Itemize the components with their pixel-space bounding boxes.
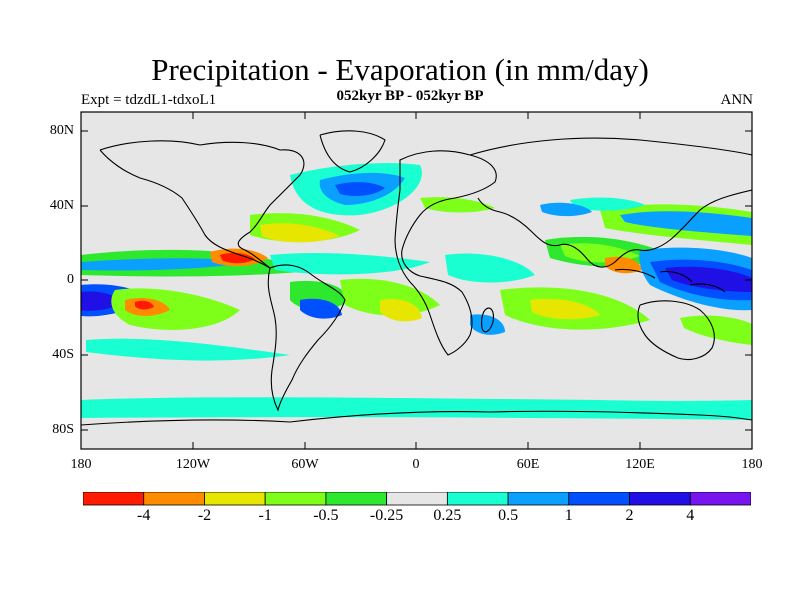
lat-tick-label: 0 [67,272,74,287]
lon-tick-label: 180 [70,457,92,472]
madagascar-coast [481,307,494,333]
field-region [135,300,154,310]
field-region [445,253,535,283]
field-region [260,223,340,243]
season-label: ANN [720,92,754,108]
south-america-coast [267,264,346,412]
colorbar-label: 0.25 [433,507,462,524]
field-region [380,299,422,322]
field-region [680,315,752,345]
tick-marks [80,112,753,449]
australia-coast [637,300,715,361]
time-range-subtitle: 052kyr BP - 052kyr BP [336,88,484,104]
colorbar-swatch [204,492,266,506]
field-region [81,397,752,420]
field-region [470,314,505,335]
colorbar-label: 0.5 [498,507,519,524]
antarctica-coast [81,410,752,426]
lon-tick-label: 120E [625,457,655,472]
colorbar-swatch [689,492,751,506]
asia-coast [469,137,752,268]
colorbar-label: 4 [686,507,695,524]
lon-tick-label: 180 [741,457,763,472]
experiment-label: Expt = tdzdL1-tdxoL1 [81,92,217,108]
north-america-coast [99,140,305,269]
colorbar-label: -2 [197,507,212,524]
field-region [300,298,342,319]
colorbar-swatch [83,492,145,506]
field-region [605,256,642,274]
lat-tick-label: 40N [49,198,74,213]
colorbar-swatch [143,492,205,506]
lon-tick-label: 60E [516,457,540,472]
lat-tick-label: 80N [49,123,74,138]
lon-tick-label: 120W [175,457,211,472]
lon-tick-label: 0 [412,457,420,472]
lat-tick-label: 40S [52,347,74,362]
field-region [665,266,752,292]
field-region [335,182,385,196]
field-region [620,211,752,236]
colorbar-swatch [446,492,509,506]
lat-tick-label: 80S [52,422,74,437]
field-region [540,202,592,217]
field-layer [81,163,752,420]
colorbar-swatch [568,492,630,506]
field-region [86,338,290,361]
colorbar-swatch [629,492,691,506]
field-region [530,298,600,320]
colorbar-label: 1 [564,507,573,524]
colorbar-label: -0.25 [369,507,404,524]
field-region [420,197,495,213]
coastlines [81,130,752,426]
field-region [270,252,430,275]
colorbar [83,492,751,506]
colorbar-swatch [325,492,388,506]
colorbar-swatch [507,492,570,506]
colorbar-label: -0.5 [313,507,339,524]
field-region [570,197,645,211]
greenland-coast [319,130,386,173]
lon-tick-label: 60W [291,457,319,472]
colorbar-swatch [386,492,448,506]
indonesia-coast [614,268,726,293]
colorbar-label: -1 [258,507,272,524]
chart-title: Precipitation - Evaporation (in mm/day) [151,52,649,87]
field-region [81,258,250,271]
field-region [220,252,255,264]
colorbar-label: -4 [137,507,151,524]
colorbar-swatch [264,492,327,506]
colorbar-label: 2 [625,507,634,524]
europe-africa-coast [394,150,497,356]
